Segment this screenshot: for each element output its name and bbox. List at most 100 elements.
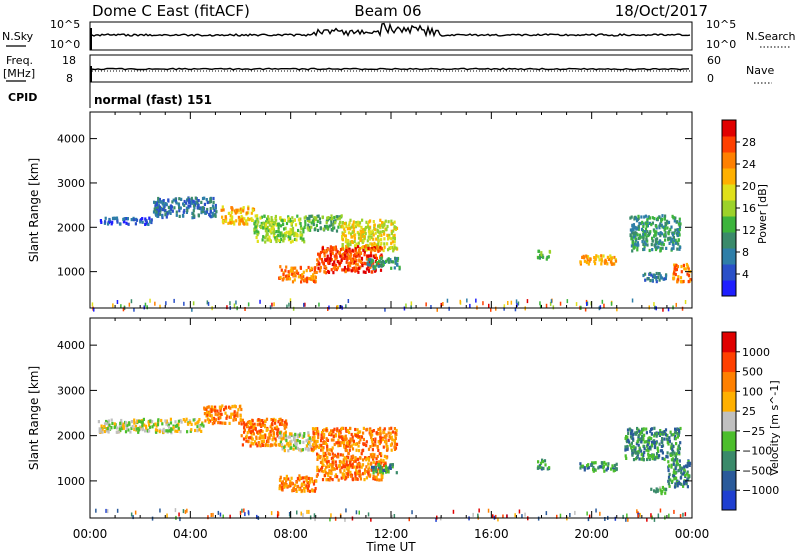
colorbar-tick-label: 28 <box>742 136 756 149</box>
echo-cell <box>110 418 113 422</box>
noise-cell <box>639 512 641 517</box>
echo-cell <box>369 251 373 255</box>
echo-cell <box>600 262 603 266</box>
echo-cell <box>185 210 188 214</box>
echo-cell <box>184 201 188 205</box>
echo-cell <box>295 489 298 493</box>
echo-cell <box>232 220 235 224</box>
echo-cell <box>307 476 310 480</box>
echo-cell <box>589 257 592 261</box>
echo-cell <box>103 422 107 426</box>
echo-cell <box>167 421 170 426</box>
echo-cell <box>648 438 651 442</box>
echo-cell <box>311 427 315 431</box>
echo-cell <box>280 485 283 489</box>
echo-cell <box>657 431 661 435</box>
echo-cell <box>156 428 159 432</box>
noise-cell <box>408 517 410 522</box>
echo-cell <box>284 269 287 273</box>
echo-cell <box>289 479 292 484</box>
echo-cell <box>385 456 388 460</box>
echo-cell <box>111 421 114 426</box>
echo-cell <box>333 266 336 270</box>
echo-cell <box>635 442 638 446</box>
echo-cell <box>236 414 239 418</box>
echo-cell <box>337 452 340 456</box>
echo-cell <box>311 480 314 484</box>
echo-cell <box>321 462 324 466</box>
echo-cell <box>336 250 339 254</box>
echo-cell <box>591 463 594 467</box>
echo-cell <box>219 421 222 425</box>
echo-cell <box>636 245 639 249</box>
noise-cell <box>518 509 521 514</box>
echo-cell <box>133 218 136 222</box>
echo-cell <box>610 467 613 471</box>
noise-cell <box>436 307 438 312</box>
echo-cell <box>272 435 276 439</box>
echo-cell <box>191 201 194 205</box>
echo-cell <box>209 200 213 204</box>
echo-cell <box>333 260 336 264</box>
echo-cell <box>209 419 212 423</box>
noise-cell <box>616 307 618 312</box>
echo-cell <box>293 237 297 241</box>
echo-cell <box>350 235 353 239</box>
echo-cell <box>145 426 148 431</box>
echo-cell <box>302 480 305 484</box>
echo-cell <box>208 200 211 204</box>
echo-cell <box>673 431 677 435</box>
echo-cell <box>196 200 199 204</box>
echo-cell <box>233 404 236 408</box>
x-tick-label: 12:00 <box>374 527 409 541</box>
echo-cell <box>268 432 271 436</box>
echo-cell <box>130 420 133 424</box>
echo-cell <box>369 453 372 457</box>
echo-cell <box>131 425 134 429</box>
echo-cell <box>683 465 686 469</box>
echo-cell <box>674 216 677 220</box>
echo-cell <box>665 454 668 459</box>
echo-cell <box>677 444 681 448</box>
echo-cell <box>676 435 679 439</box>
echo-cell <box>294 266 297 270</box>
echo-cell <box>216 413 219 417</box>
echo-cell <box>670 458 673 462</box>
echo-cell <box>338 432 341 436</box>
echo-cell <box>660 444 663 448</box>
echo-cell <box>309 477 312 481</box>
echo-cell <box>167 429 170 433</box>
echo-cell <box>325 220 328 225</box>
echo-cell <box>672 216 675 220</box>
echo-cell <box>671 214 674 218</box>
echo-cell <box>138 419 141 423</box>
echo-cell <box>280 421 283 425</box>
echo-cell <box>357 232 360 236</box>
echo-cell <box>250 217 253 221</box>
echo-cell <box>395 257 399 261</box>
noise-cell <box>292 306 295 311</box>
echo-cell <box>642 437 645 441</box>
echo-cell <box>677 231 680 235</box>
echo-cell <box>321 215 324 219</box>
echo-cell <box>280 224 283 228</box>
echo-cell <box>281 447 284 451</box>
echo-cell <box>103 425 106 429</box>
echo-cell <box>664 491 667 495</box>
echo-cell <box>390 426 393 430</box>
noise-cell <box>604 517 606 521</box>
echo-cell <box>357 270 360 274</box>
echo-cell <box>537 256 540 260</box>
echo-cell <box>184 419 187 423</box>
echo-cell <box>243 430 246 434</box>
echo-cell <box>127 222 130 226</box>
echo-cell <box>255 229 258 233</box>
echo-cell <box>676 265 680 269</box>
echo-cell <box>309 268 312 273</box>
echo-cell <box>313 271 316 275</box>
echo-cell <box>653 489 656 493</box>
echo-cell <box>593 256 596 260</box>
echo-cell <box>264 236 267 240</box>
echo-cell <box>372 443 376 447</box>
echo-cell <box>372 220 375 224</box>
